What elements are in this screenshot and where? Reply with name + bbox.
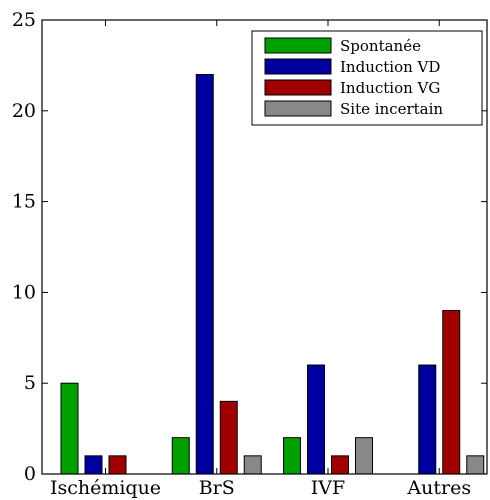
bar-induction-vd-ischémique [84,455,103,475]
legend-label-spontanée: Spontanée [340,37,421,55]
bar-spontanée-ivf [283,437,301,475]
x-tick-label-ischémique: Ischémique [50,477,161,499]
plot-frame [41,19,488,475]
bar-site-incertain-brs [243,455,262,475]
legend-swatch-site-incertain [264,100,332,117]
legend-swatch-induction-vg [264,79,332,96]
x-tick-label-autres: Autres [406,477,471,499]
y-tick-label: 10 [12,281,36,303]
legend-label-induction-vd: Induction VD [340,58,440,76]
bar-induction-vg-ischémique [108,455,127,475]
bar-induction-vd-brs [195,73,214,475]
axes-layer: 0 5 10 15 20 25 Ischémique BrS IVF Autres [12,9,488,499]
bars-layer [60,73,485,475]
bar-spontanée-brs [171,437,190,475]
bar-site-incertain-ivf [355,437,373,475]
x-tick-label-brs: BrS [199,477,235,499]
bar-induction-vd-ivf [307,364,325,475]
legend-swatch-induction-vd [264,58,332,75]
x-tick-label-ivf: IVF [311,477,345,499]
y-tick-label: 25 [12,9,36,31]
y-tick-label: 0 [24,463,36,485]
bar-induction-vd-autres [418,364,437,475]
legend-label-induction-vg: Induction VG [340,79,440,97]
legend-swatch-spontanée [264,37,332,54]
y-tick-label: 5 [24,372,36,394]
y-tick-label: 15 [12,191,36,213]
legend: Spontanée Induction VD Induction VG Site in… [251,30,483,126]
legend-label-site-incertain: Site incertain [340,100,443,118]
bar-site-incertain-autres [466,455,485,475]
y-tick-label: 20 [12,100,36,122]
bar-induction-vg-ivf [331,455,349,475]
bar-spontanée-ischémique [60,382,79,475]
bar-induction-vg-autres [442,310,461,475]
bar-induction-vg-brs [219,400,238,475]
